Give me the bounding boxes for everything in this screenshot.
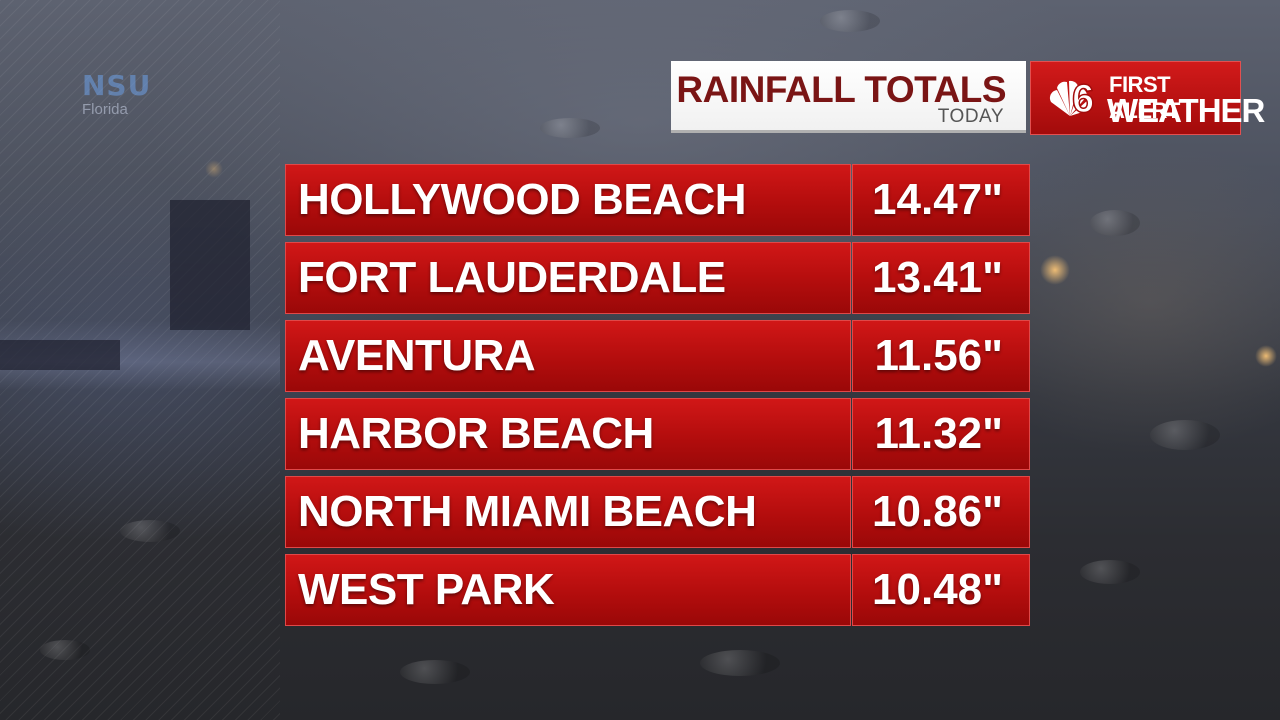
rainfall-amount: 11.56" <box>852 320 1030 392</box>
table-row: AVENTURA 11.56" <box>285 320 1030 392</box>
rain-drop <box>1150 420 1220 450</box>
page-subtitle: TODAY <box>937 106 1004 127</box>
rain-drop <box>540 118 600 138</box>
background-light <box>1255 345 1277 367</box>
table-row: WEST PARK 10.48" <box>285 554 1030 626</box>
rain-drop <box>1090 210 1140 236</box>
station-brand: 6 FIRST ALERT WEATHER <box>1030 61 1265 135</box>
rain-drop <box>400 660 470 684</box>
city-building <box>0 340 120 370</box>
page-title: RAINFALL TOTALS <box>676 69 1006 110</box>
location-name: FORT LAUDERDALE <box>285 242 852 314</box>
table-row: HARBOR BEACH 11.32" <box>285 398 1030 470</box>
city-building <box>170 200 250 330</box>
rainfall-amount: 11.32" <box>852 398 1030 470</box>
table-row: FORT LAUDERDALE 13.41" <box>285 242 1030 314</box>
rain-drop <box>820 10 880 32</box>
title-panel: RAINFALL TOTALS TODAY <box>671 61 1026 133</box>
location-name: NORTH MIAMI BEACH <box>285 476 852 548</box>
rainfall-amount: 14.47" <box>852 164 1030 236</box>
background-light <box>205 160 223 178</box>
brand-line-2: WEATHER <box>1107 92 1265 129</box>
nsu-logo: NSU <box>82 69 152 102</box>
table-row: NORTH MIAMI BEACH 10.86" <box>285 476 1030 548</box>
location-name: WEST PARK <box>285 554 852 626</box>
rainfall-amount: 10.86" <box>852 476 1030 548</box>
nsu-subtitle: Florida <box>82 101 128 118</box>
location-name: HARBOR BEACH <box>285 398 852 470</box>
background-light <box>1040 255 1070 285</box>
rain-drop <box>120 520 180 542</box>
brand-line-1: FIRST ALERT <box>1109 72 1180 123</box>
rainfall-amount: 10.48" <box>852 554 1030 626</box>
location-name: AVENTURA <box>285 320 852 392</box>
nsu-watermark: NSU Florida <box>82 69 152 118</box>
rain-drop <box>1080 560 1140 584</box>
location-name: HOLLYWOOD BEACH <box>285 164 852 236</box>
rainfall-table: HOLLYWOOD BEACH 14.47" FORT LAUDERDALE 1… <box>285 164 1030 632</box>
rain-drop <box>40 640 90 660</box>
channel-number: 6 <box>1072 77 1094 121</box>
rainfall-amount: 13.41" <box>852 242 1030 314</box>
table-row: HOLLYWOOD BEACH 14.47" <box>285 164 1030 236</box>
peacock-logo-icon: 6 <box>1049 76 1095 122</box>
rain-drop <box>700 650 780 676</box>
